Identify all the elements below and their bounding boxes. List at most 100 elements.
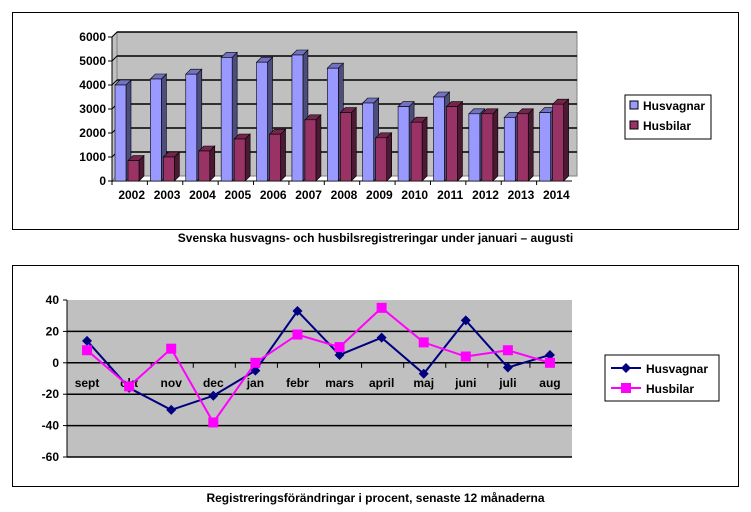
x-tick-label: 2002 — [118, 188, 145, 202]
bar-husbilar — [340, 112, 352, 182]
y-tick-label: 2000 — [79, 126, 106, 140]
x-tick-label: april — [369, 376, 394, 390]
y-tick-label: 5000 — [79, 54, 106, 68]
bar-husvagnar — [256, 61, 268, 182]
bar-husvagnar — [327, 67, 339, 182]
marker-diamond — [82, 335, 93, 346]
bar-husvagnar — [362, 102, 374, 182]
legend-label: Husvagnar — [643, 99, 705, 113]
x-tick-label: 2005 — [224, 188, 251, 202]
bar-husbilar — [410, 121, 423, 182]
legend-marker — [621, 383, 631, 393]
x-tick-label: 2014 — [543, 188, 570, 202]
legend — [604, 354, 720, 402]
bar-husbilar — [481, 113, 494, 182]
marker-diamond — [544, 349, 555, 360]
y-tick-label: 1000 — [79, 150, 106, 164]
y-tick-label: 4000 — [79, 78, 106, 92]
bar-husbilar — [163, 156, 175, 182]
bar-side — [563, 98, 569, 182]
marker-diamond — [334, 349, 345, 360]
legend-swatch — [629, 100, 639, 110]
x-tick-label: aug — [539, 376, 560, 390]
series-line-husvagnar — [86, 309, 551, 411]
y-tick-label: 0 — [52, 356, 59, 370]
bar-side — [244, 133, 251, 182]
bar-husvagnar — [291, 54, 304, 182]
marker-square — [124, 381, 135, 392]
series-line-husbilar — [86, 306, 551, 425]
bar-husvagnar — [539, 112, 551, 182]
marker-square — [544, 357, 555, 368]
x-tick-label: juni — [454, 376, 476, 390]
x-tick-label: 2012 — [472, 188, 499, 202]
marker-diamond — [250, 365, 261, 376]
bar-husbilar — [446, 106, 458, 182]
marker-diamond — [376, 332, 387, 343]
y-tick-label: -40 — [42, 419, 60, 433]
y-tick-label: 0 — [99, 174, 106, 188]
bar-side — [527, 108, 534, 182]
bar-husvagnar — [433, 96, 445, 182]
bar-husbilar — [552, 103, 564, 182]
marker-square — [418, 337, 429, 348]
y-tick-label: 6000 — [79, 30, 106, 44]
marker-square — [82, 345, 93, 356]
x-tick-label: 2009 — [366, 188, 393, 202]
bar-side — [351, 106, 357, 182]
x-tick-label: 2013 — [508, 188, 535, 202]
marker-square — [292, 329, 303, 340]
marker-square — [166, 343, 177, 354]
bar-husvagnar — [220, 57, 233, 182]
x-tick-label: 2010 — [401, 188, 428, 202]
bar-husvagnar — [185, 73, 198, 182]
plot-area — [67, 300, 572, 457]
bar-husbilar — [375, 137, 387, 182]
bar-side — [209, 145, 216, 182]
bar-side — [386, 132, 392, 182]
bar-husvagnar — [468, 113, 481, 182]
x-tick-label: 2004 — [189, 188, 216, 202]
gridline — [111, 79, 118, 86]
marker-diamond — [208, 390, 219, 401]
y-tick-label: 20 — [46, 324, 60, 338]
x-tick-label: dec — [203, 376, 224, 390]
marker-diamond — [292, 305, 303, 316]
marker-square — [334, 342, 345, 353]
bar-husbilar — [516, 113, 529, 182]
bar-side — [457, 100, 463, 182]
y-tick-label: -20 — [42, 387, 60, 401]
legend-swatch — [629, 120, 639, 130]
x-tick-label: febr — [286, 376, 309, 390]
x-tick-label: sept — [75, 376, 100, 390]
bar-husbilar — [304, 119, 317, 182]
bar-husbilar — [269, 133, 281, 182]
x-tick-label: 2011 — [437, 188, 463, 202]
bar-side — [421, 116, 428, 182]
bar-husvagnar — [503, 117, 516, 182]
x-tick-label: 2008 — [331, 188, 358, 202]
marker-square — [208, 417, 219, 428]
bar-side — [492, 108, 499, 182]
marker-square — [376, 302, 387, 313]
bar-side — [315, 114, 322, 182]
y-tick-label: 40 — [46, 293, 60, 307]
x-tick-label: 2006 — [260, 188, 287, 202]
y-tick-label: -60 — [42, 450, 60, 464]
x-tick-label: 2003 — [154, 188, 181, 202]
bar-husvagnar — [150, 78, 162, 182]
marker-diamond — [418, 368, 429, 379]
bar-husvagnar — [114, 84, 127, 182]
line-chart-title: Registreringsförändringar i procent, sen… — [206, 491, 545, 505]
gridline — [111, 55, 118, 62]
marker-diamond — [460, 315, 471, 326]
legend-label: Husvagnar — [646, 362, 708, 376]
bar-husvagnar — [397, 106, 410, 182]
legend — [624, 94, 712, 140]
marker-diamond — [166, 404, 177, 415]
x-tick-label: maj — [413, 376, 434, 390]
x-tick-label: mars — [325, 376, 354, 390]
y-tick-label: 3000 — [79, 102, 106, 116]
bar-chart-title: Svenska husvagns- och husbilsregistrerin… — [177, 231, 574, 245]
